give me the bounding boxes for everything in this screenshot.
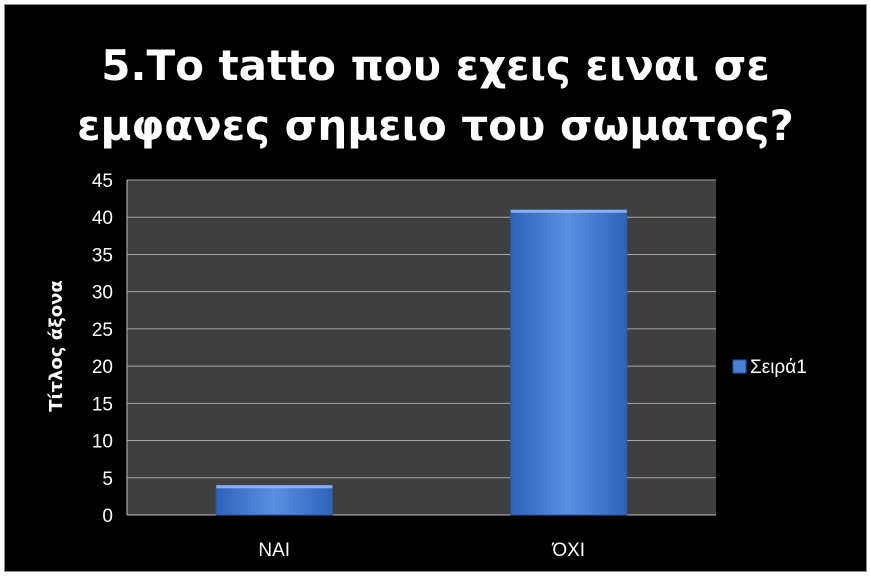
y-tick-label: 10: [92, 432, 113, 453]
bar-highlight: [216, 485, 332, 488]
legend-swatch: [733, 360, 746, 373]
y-tick-label: 35: [92, 245, 113, 266]
y-tick-label: 5: [102, 469, 113, 490]
y-tick-label: 0: [102, 506, 113, 527]
x-tick-label: ΌΧΙ: [551, 540, 585, 561]
y-tick-label: 25: [92, 320, 113, 341]
y-tick-label: 40: [92, 208, 113, 229]
y-tick-label: 30: [92, 283, 113, 304]
bar: [511, 210, 627, 515]
x-tick-label: ΝΑΙ: [258, 540, 290, 561]
y-tick-label: 15: [92, 394, 113, 415]
bar: [216, 485, 332, 515]
y-tick-label: 45: [92, 171, 113, 192]
y-axis-title: Τίτλος άξονα: [46, 280, 67, 411]
bar-highlight: [511, 210, 627, 213]
legend-label: Σειρά1: [750, 357, 807, 378]
y-tick-label: 20: [92, 357, 113, 378]
legend: Σειρά1: [733, 357, 807, 378]
plot-area: [127, 180, 716, 515]
